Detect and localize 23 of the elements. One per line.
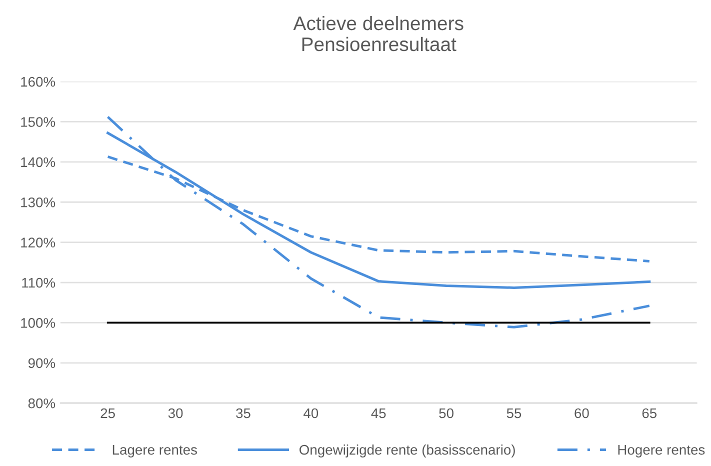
x-tick-label: 45 bbox=[371, 408, 386, 418]
y-tick-label: 110% bbox=[22, 278, 56, 288]
y-tick-label: 140% bbox=[21, 157, 56, 168]
y-tick-label: 80% bbox=[28, 398, 56, 408]
x-tick-label: 40 bbox=[304, 408, 318, 418]
x-tick-label: 60 bbox=[574, 408, 589, 418]
y-tick-label: 130% bbox=[21, 197, 56, 208]
chart-title: Actieve deelnemers Pensioenresultaat bbox=[293, 16, 464, 52]
x-tick-label: 25 bbox=[100, 408, 115, 418]
x-tick-label: 35 bbox=[236, 408, 250, 418]
y-tick-label: 100% bbox=[21, 318, 56, 328]
legend-label: Hogere rentes bbox=[618, 445, 705, 458]
x-tick-label: 50 bbox=[439, 408, 454, 418]
line-series bbox=[106, 116, 651, 328]
y-tick-label: 160% bbox=[21, 76, 56, 87]
y-tick-label: 90% bbox=[28, 358, 56, 368]
y-tick-label: 120% bbox=[21, 238, 56, 248]
x-tick-label: 65 bbox=[642, 408, 657, 418]
x-tick-label: 55 bbox=[506, 408, 522, 418]
legend-label: Lagere rentes bbox=[112, 445, 197, 458]
y-tick-label: 150% bbox=[21, 117, 56, 127]
legend-label: Ongewijzigde rente (basisscenario) bbox=[300, 444, 515, 458]
x-tick-label: 30 bbox=[168, 408, 183, 418]
